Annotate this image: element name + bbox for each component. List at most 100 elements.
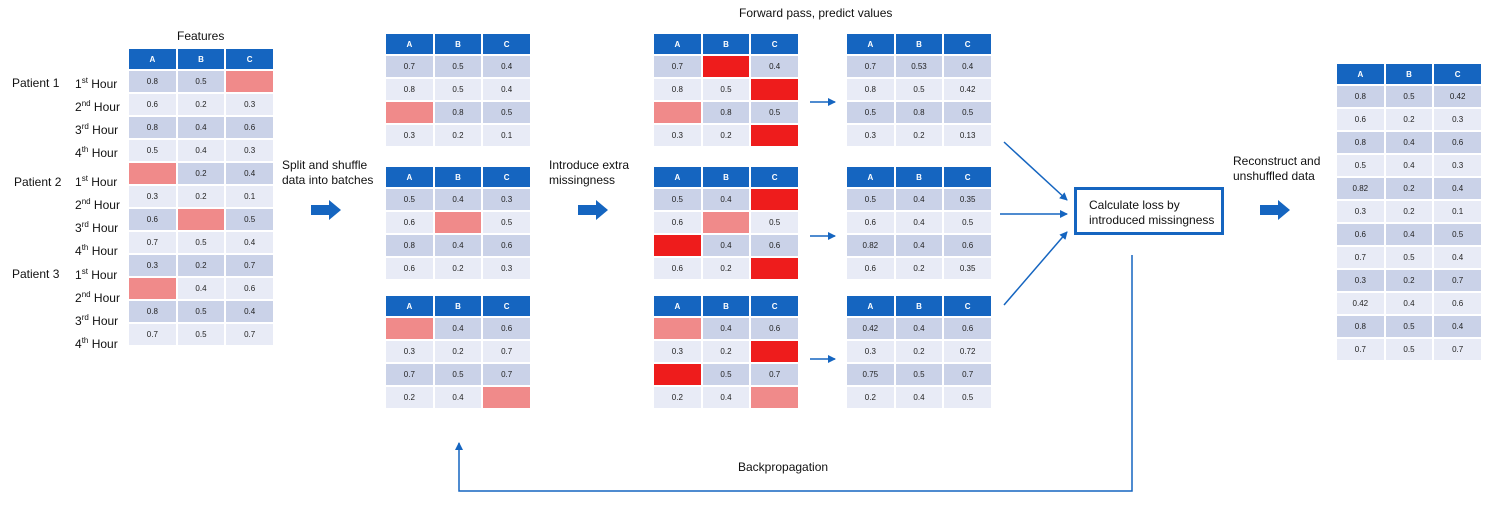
table-cell: 0.4: [177, 278, 225, 299]
table-row: 0.6 0.2 0.3: [1337, 109, 1481, 130]
column-header: A: [654, 296, 701, 316]
table-cell: 0.7: [129, 324, 176, 345]
table-cell: 0.6: [751, 318, 798, 339]
table-row: 0.3 0.2 0.1: [1337, 201, 1481, 222]
table-cell: 0.5: [226, 209, 273, 230]
column-header: A: [1337, 64, 1384, 84]
table-row: 0.2 0.4: [654, 387, 798, 408]
table-cell: 0.6: [483, 318, 530, 339]
table-cell: 0.2: [434, 125, 482, 146]
table-cell: 0.3: [1434, 155, 1481, 176]
missing-cell: [751, 387, 798, 408]
table-cell: 0.4: [226, 301, 273, 322]
table-cell: 0.5: [751, 102, 798, 123]
hour-label: 2nd Hour: [75, 197, 120, 212]
table-cell: 0.4: [434, 235, 482, 256]
column-header: C: [944, 34, 991, 54]
table-row: 0.7 0.5 0.4: [129, 232, 273, 253]
table-cell: 0.42: [1434, 86, 1481, 107]
table-row: 0.82 0.4 0.6: [847, 235, 991, 256]
table-cell: 0.4: [434, 387, 482, 408]
predicted-table-3: A B C 0.42 0.4 0.6 0.3 0.2 0.72 0.75 0.5 0.7 0.2 0.4 0…: [845, 294, 993, 410]
table-cell: 0.8: [1337, 86, 1384, 107]
table-cell: 0.5: [895, 79, 943, 100]
table-cell: 0.3: [1434, 109, 1481, 130]
table-cell: 0.82: [847, 235, 894, 256]
table-row: 0.8 0.5 0.4: [386, 79, 530, 100]
table-cell: 0.3: [847, 125, 894, 146]
table-cell: 0.5: [702, 364, 750, 385]
table-row: 0.8 0.4 0.6: [386, 235, 530, 256]
table-cell: 0.2: [895, 125, 943, 146]
table-cell: 0.5: [847, 102, 894, 123]
table-cell: 0.4: [226, 163, 273, 184]
column-header: C: [751, 167, 798, 187]
table-row: 0.8 0.4 0.6: [1337, 132, 1481, 153]
table-cell: 0.1: [1434, 201, 1481, 222]
column-header: B: [434, 34, 482, 54]
table-cell: 0.5: [944, 387, 991, 408]
table-cell: 0.6: [944, 235, 991, 256]
loss-arrow-1: [1003, 141, 1068, 201]
table-cell: 0.4: [1434, 178, 1481, 199]
table-row: 0.3 0.2 0.7: [129, 255, 273, 276]
masked-table-3: A B C 0.4 0.6 0.3 0.2 0.5 0.7 0.2 0.4: [652, 294, 800, 410]
table-cell: 0.7: [226, 255, 273, 276]
table-cell: 0.5: [177, 232, 225, 253]
table-cell: 0.4: [895, 235, 943, 256]
hour-label: 3rd Hour: [75, 313, 119, 328]
table-cell: 0.5: [1337, 155, 1384, 176]
table-cell: 0.2: [434, 341, 482, 362]
table-cell: 0.1: [226, 186, 273, 207]
table-row: 0.8 0.4 0.6: [129, 117, 273, 138]
column-header: A: [386, 296, 433, 316]
table-row: 0.7 0.5 0.4: [1337, 247, 1481, 268]
table-cell: 0.6: [654, 258, 701, 279]
table-row: 0.4 0.6: [654, 318, 798, 339]
table-cell: 0.8: [847, 79, 894, 100]
missing-cell: [702, 212, 750, 233]
table-cell: 0.8: [654, 79, 701, 100]
table-row: 0.2 0.4 0.5: [847, 387, 991, 408]
backpropagation-label: Backpropagation: [738, 460, 829, 474]
missing-cell: [226, 71, 273, 92]
column-header: B: [434, 296, 482, 316]
table-cell: 0.82: [1337, 178, 1384, 199]
missing-cell: [386, 318, 433, 339]
table-cell: 0.35: [944, 189, 991, 210]
table-cell: 0.8: [895, 102, 943, 123]
hour-label: 1st Hour: [75, 267, 118, 282]
table-cell: 0.6: [1434, 293, 1481, 314]
hour-label: 1st Hour: [75, 174, 118, 189]
table-cell: 0.5: [177, 324, 225, 345]
missing-cell: [386, 102, 433, 123]
table-cell: 0.3: [129, 255, 176, 276]
column-header: C: [483, 167, 530, 187]
table-row: 0.5 0.7: [654, 364, 798, 385]
table-cell: 0.8: [386, 235, 433, 256]
patient-1-label: Patient 1: [12, 76, 60, 90]
column-header: A: [847, 34, 894, 54]
table-cell: 0.8: [1337, 316, 1384, 337]
table-cell: 0.4: [1385, 132, 1433, 153]
table-cell: 0.6: [1337, 109, 1384, 130]
table-row: 0.2 0.4: [129, 163, 273, 184]
table-row: 0.82 0.2 0.4: [1337, 178, 1481, 199]
table-cell: 0.4: [483, 79, 530, 100]
table-cell: 0.2: [177, 255, 225, 276]
table-cell: 0.4: [1385, 293, 1433, 314]
table-cell: 0.6: [1434, 132, 1481, 153]
table-row: 0.5 0.4 0.35: [847, 189, 991, 210]
hour-label: 4th Hour: [75, 336, 118, 351]
column-header: B: [177, 49, 225, 69]
introduced-missing-cell: [654, 235, 701, 256]
table-cell: 0.5: [1385, 339, 1433, 360]
table-cell: 0.4: [1385, 155, 1433, 176]
table-cell: 0.4: [483, 56, 530, 77]
table-cell: 0.3: [1337, 270, 1384, 291]
table-cell: 0.3: [483, 189, 530, 210]
table-cell: 0.8: [386, 79, 433, 100]
patient-3-label: Patient 3: [12, 267, 60, 281]
table-cell: 0.4: [177, 140, 225, 161]
table-cell: 0.3: [1337, 201, 1384, 222]
